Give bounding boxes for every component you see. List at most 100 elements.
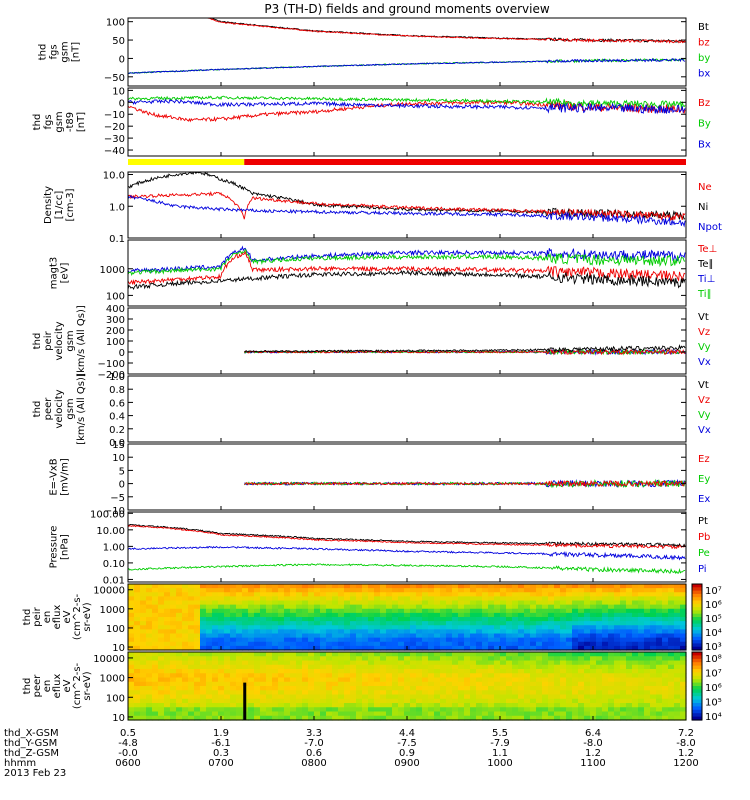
spectrogram-cell <box>494 673 501 679</box>
spectrogram-cell <box>344 681 351 687</box>
spectrogram-cell <box>164 690 171 696</box>
spectrogram-cell <box>368 715 375 721</box>
spectrogram-cell <box>182 617 189 622</box>
spectrogram-cell <box>494 703 501 708</box>
spectrogram-cell <box>194 592 201 597</box>
spectrogram-cell <box>302 715 309 721</box>
spectrogram-cell <box>266 625 273 630</box>
spectrogram-cell <box>380 711 387 717</box>
legend-Npot: Npot <box>698 222 722 233</box>
spectrogram-cell <box>206 677 213 683</box>
spectrogram-cell <box>314 673 321 679</box>
spectrogram-cell <box>554 711 561 717</box>
y-tick-label: 0.8 <box>109 385 125 396</box>
spectrogram-cell <box>272 703 279 708</box>
spectrogram-cell <box>578 664 585 670</box>
spectrogram-cell <box>464 664 471 670</box>
spectrogram-cell <box>572 664 579 670</box>
spectrogram-cell <box>596 612 603 618</box>
spectrogram-cell <box>470 600 477 606</box>
spectrogram-cell <box>428 656 435 662</box>
spectrogram-cell <box>536 633 543 639</box>
spectrogram-cell <box>290 625 297 630</box>
spectrogram-cell <box>362 677 369 683</box>
spectrogram-cell <box>230 707 237 713</box>
spectrogram-cell <box>152 641 159 647</box>
spectrogram-cell <box>206 681 213 687</box>
spectrogram-cell <box>578 625 585 630</box>
spectrogram-cell <box>512 715 519 721</box>
spectrogram-cell <box>278 677 285 683</box>
spectrogram-cell <box>260 707 267 713</box>
spectrogram-cell <box>524 584 531 589</box>
spectrogram-cell <box>554 633 561 639</box>
spectrogram-cell <box>602 592 609 597</box>
spectrogram-cell <box>560 711 567 717</box>
spectrogram-cell <box>410 584 417 589</box>
y-axis-label: Density <box>43 186 54 224</box>
spectrogram-cell <box>464 698 471 704</box>
spectrogram-cell <box>458 694 465 700</box>
spectrogram-cell <box>242 656 249 662</box>
colorbar-tick-label: 10⁷ <box>705 586 722 597</box>
spectrogram-cell <box>362 604 369 610</box>
spectrogram-cell <box>458 584 465 589</box>
spectrogram-cell <box>332 707 339 713</box>
spectrogram-cell <box>668 711 675 717</box>
series-line-blue <box>127 545 686 561</box>
spectrogram-cell <box>134 677 141 683</box>
spectrogram-cell <box>578 686 585 691</box>
colorbar-cell <box>692 590 702 595</box>
spectrogram-cell <box>470 588 477 593</box>
x-tick-label: 1.1 <box>492 748 508 759</box>
spectrogram-cell <box>260 584 267 589</box>
spectrogram-cell <box>128 600 135 606</box>
spectrogram-cell <box>674 612 681 618</box>
spectrogram-cell <box>440 711 447 717</box>
x-tick-label: -8.0 <box>676 738 696 749</box>
spectrogram-cell <box>134 633 141 639</box>
spectrogram-cell <box>278 604 285 610</box>
spectrogram-cell <box>206 694 213 700</box>
y-tick-label: 1000 <box>100 265 125 276</box>
spectrogram-cell <box>392 669 399 674</box>
spectrogram-cell <box>434 677 441 683</box>
spectrogram-cell <box>650 629 657 635</box>
spectrogram-cell <box>680 617 687 622</box>
spectrogram-cell <box>602 681 609 687</box>
spectrogram-cell <box>548 656 555 662</box>
spectrogram-cell <box>128 645 135 651</box>
spectrogram-cell <box>422 681 429 687</box>
spectrogram-cell <box>506 621 513 626</box>
spectrogram-cell <box>674 596 681 602</box>
spectrogram-cell <box>404 652 411 657</box>
spectrogram-cell <box>464 604 471 610</box>
spectrogram-cell <box>674 588 681 593</box>
spectrogram-cell <box>308 592 315 597</box>
spectrogram-cell <box>428 625 435 630</box>
spectrogram-cell <box>194 707 201 713</box>
spectrogram-cell <box>512 592 519 597</box>
spectrogram-cell <box>368 621 375 626</box>
spectrogram-cell <box>404 592 411 597</box>
spectrogram-cell <box>434 664 441 670</box>
spectrogram-cell <box>272 596 279 602</box>
spectrogram-cell <box>548 633 555 639</box>
spectrogram-cell <box>338 664 345 670</box>
spectrogram-cell <box>146 669 153 674</box>
spectrogram-cell <box>680 707 687 713</box>
spectrogram-cell <box>206 612 213 618</box>
spectrogram-cell <box>212 637 219 643</box>
spectrogram-cell <box>548 677 555 683</box>
spectrogram-cell <box>518 669 525 674</box>
colorbar-tick-label: 10⁶ <box>705 600 722 611</box>
spectrogram-cell <box>152 592 159 597</box>
spectrogram-cell <box>446 711 453 717</box>
spectrogram-cell <box>608 633 615 639</box>
spectrogram-cell <box>332 690 339 696</box>
spectrogram-cell <box>176 641 183 647</box>
spectrogram-cell <box>680 673 687 679</box>
spectrogram-cell <box>140 703 147 708</box>
spectrogram-cell <box>170 677 177 683</box>
spectrogram-cell <box>308 711 315 717</box>
